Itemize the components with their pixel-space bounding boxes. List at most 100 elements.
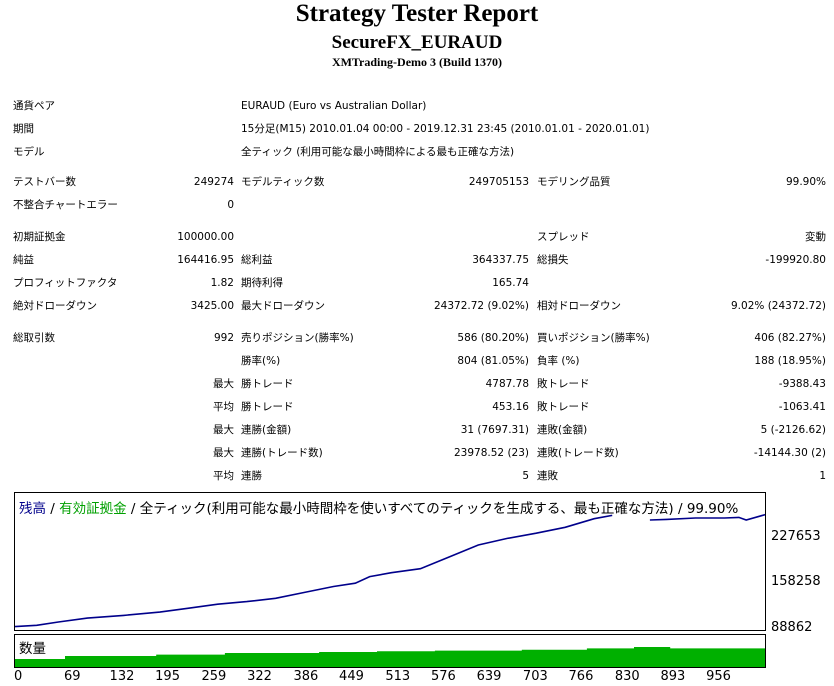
pair-label: 通貨ペア <box>13 100 55 112</box>
lossrate-value: 188 (18.95%) <box>754 355 826 367</box>
lossrate-label: 負率 (%) <box>537 355 580 367</box>
pf-label: プロフィットファクタ <box>13 277 118 289</box>
quality-label: モデリング品質 <box>537 176 611 188</box>
ticks-label: モデルティック数 <box>241 176 325 188</box>
rel-dd-value: 9.02% (24372.72) <box>731 300 826 312</box>
max-prefix: 最大 <box>213 447 234 459</box>
legend-balance: 残高 <box>19 501 46 517</box>
x-tick-label: 893 <box>660 669 686 684</box>
max-cons-losses-label: 連敗(金額) <box>537 424 588 436</box>
volume-chart: 数量 <box>14 634 766 668</box>
server-info: XMTrading-Demo 3 (Build 1370) <box>331 55 503 69</box>
rel-dd-label: 相対ドローダウン <box>537 300 621 312</box>
model-value: 全ティック (利用可能な最小時間枠による最も正確な方法) <box>241 146 515 158</box>
x-tick-label: 766 <box>568 669 594 684</box>
largest-loss-label: 敗トレード <box>537 378 590 390</box>
chart-legend: 残高 / 有効証拠金 / 全ティック(利用可能な最小時間枠を使いすべてのティック… <box>19 497 738 517</box>
net-label: 純益 <box>13 254 34 266</box>
x-tick-label: 639 <box>476 669 502 684</box>
volume-area <box>15 647 765 667</box>
max-cons-wins-value: 31 (7697.31) <box>460 424 529 436</box>
spread-value: 変動 <box>805 231 826 243</box>
volume-label: 数量 <box>19 641 46 657</box>
max-dd-label: 最大ドローダウン <box>241 300 325 312</box>
balance-chart-svg <box>15 513 765 628</box>
x-tick-label: 830 <box>614 669 640 684</box>
abs-dd-label: 絶対ドローダウン <box>13 300 97 312</box>
avg-loss-label: 敗トレード <box>537 401 590 413</box>
x-tick-label: 132 <box>109 669 135 684</box>
max-cons-loss-value: -14144.30 (2) <box>753 447 826 459</box>
x-tick-label: 576 <box>430 669 456 684</box>
avg-cons-losses-label: 連敗 <box>537 470 558 482</box>
avg-cons-wins-label: 連勝 <box>241 470 262 482</box>
x-tick-label: 449 <box>339 669 364 684</box>
largest-loss-value: -9388.43 <box>778 378 826 390</box>
quality-value: 99.90% <box>785 176 826 188</box>
max-dd-value: 24372.72 (9.02%) <box>434 300 529 312</box>
x-tick-label: 703 <box>522 669 548 684</box>
bars-label: テストバー数 <box>13 176 76 188</box>
balance-line-segment-2 <box>649 513 765 521</box>
deposit-value: 100000.00 <box>177 231 234 243</box>
avg-cons-losses-value: 1 <box>819 470 826 482</box>
largest-win-label: 勝トレード <box>241 378 294 390</box>
expected-label: 期待利得 <box>241 277 283 289</box>
abs-dd-value: 3425.00 <box>190 300 234 312</box>
errors-value: 0 <box>227 199 234 211</box>
max-cons-losses-value: 5 (-2126.62) <box>760 424 826 436</box>
x-tick-label: 513 <box>385 669 411 684</box>
long-label: 買いポジション(勝率%) <box>537 332 650 344</box>
max-prefix: 最大 <box>213 378 234 390</box>
volume-chart-svg <box>15 647 765 667</box>
x-tick-label: 69 <box>63 669 81 684</box>
gross-loss-label: 総損失 <box>537 254 569 266</box>
net-value: 164416.95 <box>177 254 234 266</box>
x-tick-label: 259 <box>201 669 227 684</box>
max-prefix: 最大 <box>213 424 234 436</box>
avg-win-value: 453.16 <box>492 401 529 413</box>
model-label: モデル <box>13 146 45 158</box>
trades-label: 総取引数 <box>13 332 55 344</box>
avg-loss-value: -1063.41 <box>778 401 826 413</box>
winrate-label: 勝率(%) <box>241 355 281 367</box>
balance-chart: 残高 / 有効証拠金 / 全ティック(利用可能な最小時間枠を使いすべてのティック… <box>14 492 766 631</box>
spread-label: スプレッド <box>537 231 590 243</box>
avg-prefix: 平均 <box>213 470 234 482</box>
report-title: Strategy Tester Report <box>295 0 539 27</box>
legend-rest: / 全ティック(利用可能な最小時間枠を使いすべてのティックを生成する、最も正確な… <box>126 501 739 517</box>
x-tick-label: 322 <box>247 669 272 684</box>
balance-line-segment-1 <box>15 514 613 628</box>
legend-sep: / <box>46 501 60 517</box>
max-cons-wins-label: 連勝(金額) <box>241 424 292 436</box>
pf-value: 1.82 <box>210 277 234 289</box>
period-value: 15分足(M15) 2010.01.04 00:00 - 2019.12.31 … <box>241 123 650 135</box>
gross-profit-value: 364337.75 <box>472 254 529 266</box>
avg-prefix: 平均 <box>213 401 234 413</box>
largest-win-value: 4787.78 <box>485 378 529 390</box>
report-subtitle: SecureFX_EURAUD <box>331 32 503 53</box>
expected-value: 165.74 <box>492 277 529 289</box>
y-tick-label: 158258 <box>771 574 821 590</box>
errors-label: 不整合チャートエラー <box>13 199 118 211</box>
bars-value: 249274 <box>193 176 234 188</box>
max-cons-profit-value: 23978.52 (23) <box>454 447 529 459</box>
x-tick-label: 386 <box>293 669 319 684</box>
gross-profit-label: 総利益 <box>241 254 273 266</box>
long-value: 406 (82.27%) <box>754 332 826 344</box>
avg-cons-wins-value: 5 <box>522 470 529 482</box>
winrate-value: 804 (81.05%) <box>457 355 529 367</box>
gross-loss-value: -199920.80 <box>765 254 826 266</box>
max-cons-loss-label: 連敗(トレード数) <box>537 447 619 459</box>
avg-win-label: 勝トレード <box>241 401 294 413</box>
short-value: 586 (80.20%) <box>457 332 529 344</box>
y-tick-label: 227653 <box>771 528 821 544</box>
deposit-label: 初期証拠金 <box>13 231 66 243</box>
legend-equity: 有効証拠金 <box>59 501 127 517</box>
y-tick-label: 88862 <box>771 620 813 635</box>
x-tick-label: 0 <box>14 669 23 684</box>
pair-value: EURAUD (Euro vs Australian Dollar) <box>241 100 427 112</box>
short-label: 売りポジション(勝率%) <box>241 332 354 344</box>
x-tick-label: 956 <box>706 669 731 684</box>
x-tick-label: 195 <box>155 669 180 684</box>
